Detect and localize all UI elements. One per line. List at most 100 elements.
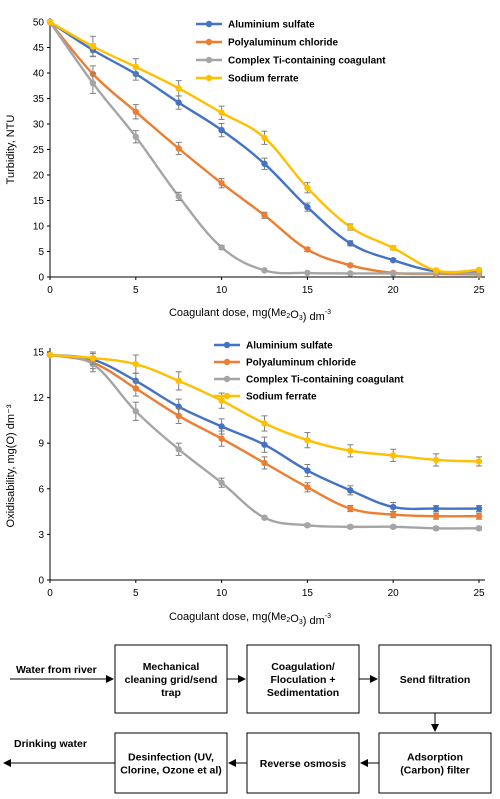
data-point-sodium-ferrate [132, 360, 139, 368]
legend-marker [223, 358, 231, 366]
step-box-coagulation [246, 644, 360, 714]
step-box-adsorption-filter [378, 732, 492, 794]
data-point-complex-ti-containing-coagulant [218, 244, 225, 251]
data-point-sodium-ferrate [347, 223, 354, 231]
data-point-polyaluminum-chloride [475, 512, 483, 520]
y-tick-label: 30 [33, 120, 45, 131]
x-tick-label: 0 [47, 588, 53, 599]
data-point-sodium-ferrate [390, 244, 397, 252]
data-point-sodium-ferrate [475, 266, 483, 274]
turbidity-chart: 0 5 10 15 20 25 30 35 40 45 50 0 5 10 15 20 25 Coagulant … [5, 18, 485, 323]
data-point-complex-ti-containing-coagulant [175, 446, 182, 453]
data-point-aluminium-sulfate [304, 467, 311, 474]
legend-marker [205, 20, 213, 28]
data-point-sodium-ferrate [261, 420, 268, 427]
legend-marker [223, 375, 231, 383]
x-tick-label: 15 [302, 285, 314, 296]
step-label-adsorption-filter: Adsorption [407, 752, 463, 764]
data-point-polyaluminum-chloride [347, 505, 354, 512]
legend-marker [223, 392, 231, 400]
y-axis-title: Oxidisability, mg(O) dm⁻³ [5, 404, 17, 527]
y-axis-title: Turbidity, NTU [5, 115, 17, 185]
step-label-mechanical-cleaning: Mechanical [143, 661, 200, 673]
step-box-desinfection [114, 732, 228, 794]
data-point-sodium-ferrate [89, 354, 97, 362]
data-point-sodium-ferrate [89, 43, 97, 50]
data-point-aluminium-sulfate [218, 126, 225, 134]
data-point-complex-ti-containing-coagulant [89, 80, 97, 87]
data-point-complex-ti-containing-coagulant [304, 269, 311, 277]
data-point-sodium-ferrate [304, 436, 311, 444]
x-tick-label: 25 [473, 285, 485, 296]
legend-label-aluminium-sulfate: Aluminium sulfate [246, 341, 333, 352]
data-point-polyaluminum-chloride [390, 511, 397, 518]
data-point-sodium-ferrate [132, 63, 139, 71]
data-point-sodium-ferrate [218, 397, 225, 404]
data-point-complex-ti-containing-coagulant [304, 522, 311, 529]
data-point-aluminium-sulfate [261, 441, 268, 448]
step-label-desinfection: Desinfection (UV, [128, 752, 214, 764]
data-point-aluminium-sulfate [390, 503, 397, 511]
data-point-sodium-ferrate [347, 447, 354, 454]
y-tick-label: 15 [33, 196, 45, 207]
y-tick-label: 45 [33, 43, 45, 54]
data-point-aluminium-sulfate [390, 256, 397, 264]
x-tick-label: 25 [473, 588, 485, 599]
y-tick-label: 0 [38, 576, 44, 587]
data-point-aluminium-sulfate [347, 487, 354, 494]
data-point-aluminium-sulfate [175, 99, 182, 106]
data-point-complex-ti-containing-coagulant [475, 525, 483, 532]
data-point-polyaluminum-chloride [132, 108, 139, 115]
legend-label-polyaluminum-chloride: Polyaluminum chloride [246, 358, 356, 369]
y-tick-label: 20 [33, 171, 45, 182]
y-tick-label: 6 [38, 484, 44, 495]
output-label: Drinking water [14, 738, 87, 750]
y-tick-label: 40 [33, 69, 45, 80]
legend-label-sodium-ferrate: Sodium ferrate [246, 392, 317, 403]
legend-label-complex-ti-containing-coagulant: Complex Ti-containing coagulant [246, 375, 404, 386]
legend-label-polyaluminum-chloride: Polyaluminum chloride [228, 38, 338, 49]
data-point-complex-ti-containing-coagulant [432, 525, 440, 532]
data-point-aluminium-sulfate [475, 505, 483, 512]
data-point-sodium-ferrate [261, 134, 268, 141]
step-label-coagulation: Coagulation/ [271, 661, 335, 673]
data-point-sodium-ferrate [218, 109, 225, 116]
data-point-polyaluminum-chloride [132, 385, 139, 392]
legend-marker [205, 38, 213, 46]
y-tick-label: 50 [33, 18, 45, 29]
step-label-mechanical-cleaning: trap [161, 687, 181, 699]
data-point-aluminium-sulfate [304, 203, 311, 211]
y-tick-label: 25 [33, 145, 45, 156]
data-point-aluminium-sulfate [432, 505, 440, 512]
y-tick-label: 5 [38, 247, 44, 258]
step-label-adsorption-filter: (Carbon) filter [400, 765, 469, 777]
data-point-polyaluminum-chloride [175, 145, 182, 152]
legend-label-aluminium-sulfate: Aluminium sulfate [228, 20, 315, 31]
data-point-sodium-ferrate [475, 458, 483, 465]
data-point-polyaluminum-chloride [347, 262, 354, 269]
data-point-polyaluminum-chloride [304, 484, 311, 491]
step-label-mechanical-cleaning: cleaning grid/send [125, 674, 218, 686]
legend-marker [205, 74, 213, 82]
data-point-sodium-ferrate [46, 351, 54, 359]
y-tick-label: 15 [33, 348, 45, 359]
data-point-complex-ti-containing-coagulant [347, 270, 354, 277]
x-tick-label: 5 [133, 285, 139, 296]
step-label-coagulation: Floculation + [270, 674, 335, 686]
x-axis-title: Coagulant dose, mg(Me2O3) dm-3 [169, 307, 331, 323]
data-point-aluminium-sulfate [261, 160, 268, 167]
data-point-polyaluminum-chloride [175, 412, 182, 420]
y-tick-label: 35 [33, 94, 45, 105]
source-label: Water from river [16, 664, 97, 676]
data-point-complex-ti-containing-coagulant [261, 514, 268, 521]
y-tick-label: 3 [38, 530, 44, 541]
x-axis-title: Coagulant dose, mg(Me2O3) dm-3 [169, 611, 331, 627]
y-tick-label: 10 [33, 222, 45, 233]
legend-label-sodium-ferrate: Sodium ferrate [228, 74, 299, 85]
data-point-complex-ti-containing-coagulant [347, 523, 354, 530]
data-point-sodium-ferrate [175, 85, 182, 92]
data-point-sodium-ferrate [175, 377, 182, 385]
step-box-reverse-osmosis [246, 732, 360, 794]
x-tick-label: 15 [302, 588, 314, 599]
data-point-complex-ti-containing-coagulant [390, 523, 397, 530]
